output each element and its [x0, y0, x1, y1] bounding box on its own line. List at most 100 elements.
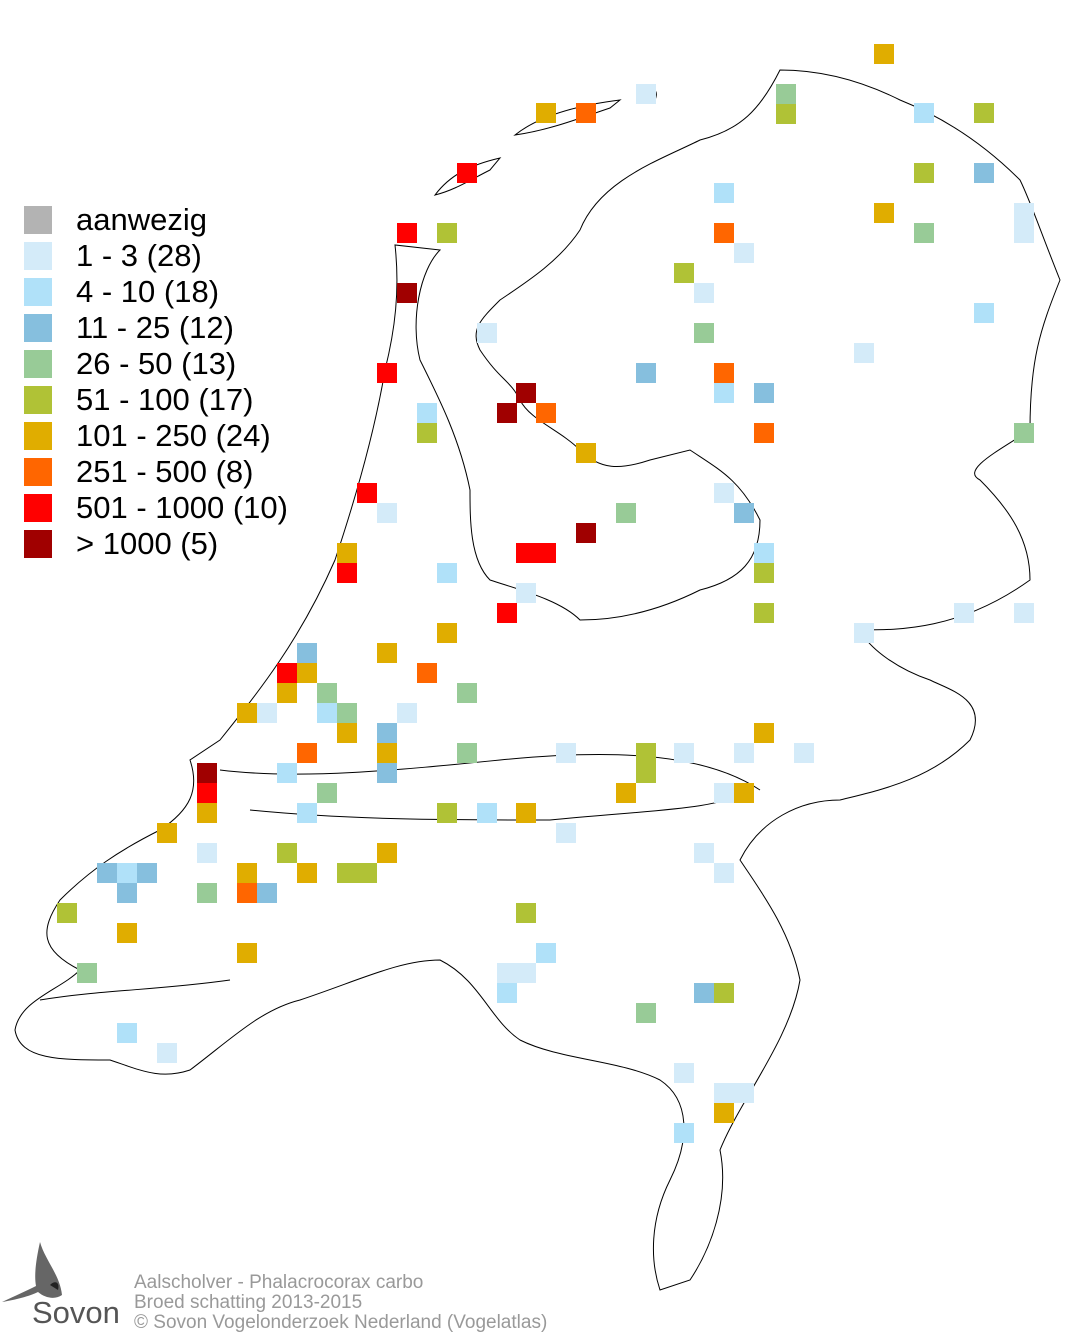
grid-cell — [1014, 223, 1034, 243]
grid-cell — [1014, 203, 1034, 223]
grid-cell — [754, 723, 774, 743]
grid-cell — [914, 163, 934, 183]
species-name: Aalscholver - Phalacrocorax carbo — [134, 1272, 424, 1293]
grid-cell — [516, 903, 536, 923]
grid-cell — [497, 983, 517, 1003]
legend-item: 501 - 1000 (10) — [24, 490, 288, 526]
grid-cell — [277, 843, 297, 863]
grid-cell — [337, 863, 357, 883]
grid-cell — [734, 1083, 754, 1103]
grid-cell — [854, 623, 874, 643]
grid-cell — [714, 783, 734, 803]
grid-cell — [516, 803, 536, 823]
legend-item: 51 - 100 (17) — [24, 382, 288, 418]
grid-cell — [197, 883, 217, 903]
grid-cell — [197, 763, 217, 783]
grid-cell — [297, 863, 317, 883]
legend-label: 1 - 3 (28) — [76, 238, 202, 273]
legend-label: 11 - 25 (12) — [76, 310, 234, 345]
grid-cell — [257, 703, 277, 723]
grid-cell — [734, 743, 754, 763]
grid-cell — [417, 403, 437, 423]
grid-cell — [636, 743, 656, 763]
grid-cell — [974, 163, 994, 183]
legend-item: > 1000 (5) — [24, 526, 288, 562]
grid-cell — [437, 223, 457, 243]
grid-cell — [576, 523, 596, 543]
grid-cell — [754, 423, 774, 443]
grid-cell — [157, 823, 177, 843]
grid-cell — [337, 543, 357, 563]
grid-cell — [516, 963, 536, 983]
grid-cell — [794, 743, 814, 763]
grid-cell — [674, 743, 694, 763]
legend-label: aanwezig — [76, 202, 207, 237]
grid-cell — [237, 703, 257, 723]
grid-cell — [974, 303, 994, 323]
legend-swatch — [24, 350, 52, 378]
grid-cell — [556, 823, 576, 843]
grid-cell — [616, 783, 636, 803]
grid-cell — [417, 663, 437, 683]
grid-cell — [457, 683, 477, 703]
grid-cell — [714, 223, 734, 243]
grid-cell — [237, 943, 257, 963]
grid-cell — [197, 803, 217, 823]
map-caption: Aalscholver - Phalacrocorax carbo Broed … — [134, 1273, 547, 1333]
legend-label: 4 - 10 (18) — [76, 274, 220, 309]
legend-label: 51 - 100 (17) — [76, 382, 254, 417]
grid-cell — [297, 803, 317, 823]
grid-cell — [397, 223, 417, 243]
grid-cell — [117, 883, 137, 903]
grid-cell — [477, 323, 497, 343]
grid-cell — [97, 863, 117, 883]
grid-cell — [694, 323, 714, 343]
country-outline — [14, 69, 1061, 1291]
grid-cell — [277, 763, 297, 783]
grid-cell — [914, 103, 934, 123]
legend-swatch — [24, 314, 52, 342]
grid-cell — [197, 843, 217, 863]
grid-cell — [377, 363, 397, 383]
grid-cell — [197, 783, 217, 803]
grid-cell — [237, 883, 257, 903]
grid-cell — [437, 803, 457, 823]
grid-cell — [714, 983, 734, 1003]
grid-cell — [714, 183, 734, 203]
grid-cell — [137, 863, 157, 883]
legend-item: 11 - 25 (12) — [24, 310, 288, 346]
grid-cell — [297, 663, 317, 683]
grid-cell — [237, 863, 257, 883]
grid-cell — [297, 743, 317, 763]
grid-cell — [357, 863, 377, 883]
grid-cell — [536, 403, 556, 423]
legend-label: 101 - 250 (24) — [76, 418, 271, 453]
grid-cell — [457, 743, 477, 763]
grid-cell — [377, 643, 397, 663]
grid-cell — [317, 783, 337, 803]
grid-cell — [714, 1083, 734, 1103]
grid-cell — [437, 563, 457, 583]
grid-cell — [674, 263, 694, 283]
grid-cell — [277, 663, 297, 683]
grid-cell — [536, 543, 556, 563]
grid-cell — [734, 783, 754, 803]
legend-item: aanwezig — [24, 202, 288, 238]
grid-cell — [776, 84, 796, 104]
legend-label: 251 - 500 (8) — [76, 454, 254, 489]
grid-cell — [754, 543, 774, 563]
grid-cell — [636, 84, 656, 104]
grid-cell — [576, 103, 596, 123]
grid-cell — [694, 843, 714, 863]
legend: aanwezig 1 - 3 (28) 4 - 10 (18) 11 - 25 … — [24, 202, 288, 562]
grid-cell — [377, 503, 397, 523]
grid-cell — [57, 903, 77, 923]
grid-cell — [874, 203, 894, 223]
grid-cell — [77, 963, 97, 983]
grid-cell — [397, 703, 417, 723]
grid-cell — [714, 863, 734, 883]
grid-cell — [636, 363, 656, 383]
grid-cell — [497, 603, 517, 623]
grid-cell — [636, 763, 656, 783]
